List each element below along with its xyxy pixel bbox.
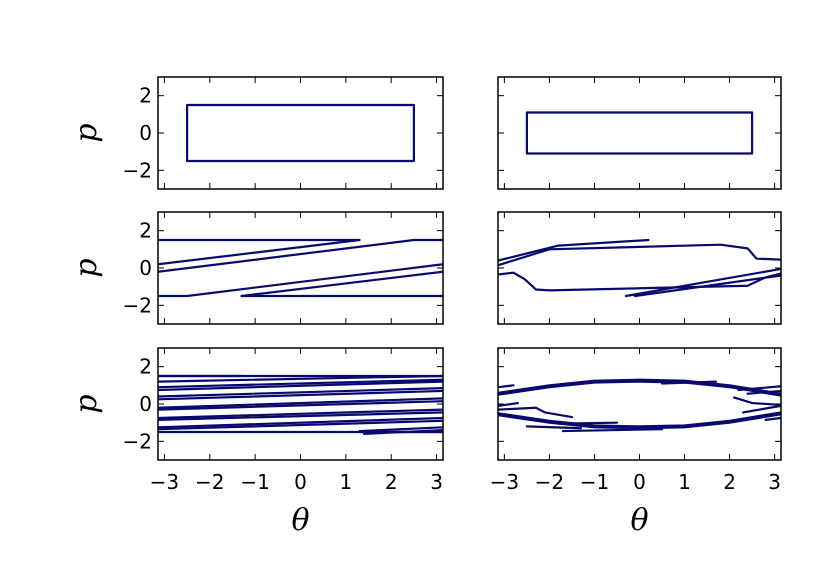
x-tick-label: 2 [723,470,736,494]
series-line-0 [186,103,415,163]
x-tick-label: −2 [195,470,224,494]
series-line-2 [158,374,443,383]
series-line-8 [732,396,781,407]
series-group [525,111,754,155]
x-tick-label: −3 [150,470,179,494]
x-axis-label: θ [291,503,309,538]
series-line-10 [737,385,781,392]
y-tick-label: 0 [139,392,152,416]
y-axis-label: p [69,258,104,277]
y-tick-label: −2 [123,158,152,182]
series-line-12 [557,421,619,425]
series-line-1 [498,380,781,397]
series-line-5 [158,387,443,398]
series-line-3 [158,263,443,298]
x-tick-label: −3 [490,470,519,494]
x-tick-label: 1 [339,470,352,494]
x-tick-label: 3 [430,470,443,494]
x-tick-label: 0 [633,470,646,494]
series-line-15 [764,416,781,421]
series-line-4 [158,380,443,392]
series-group [186,103,415,163]
series-line-0 [498,378,781,395]
series-line-8 [158,400,443,411]
y-tick-label: 2 [139,219,152,243]
y-tick-label: 2 [139,355,152,379]
y-axis-label: p [69,394,104,413]
series-line-11 [158,416,443,429]
panel-bottom-left: −2 0 2 −3 −2 −1 0 1 2 3 p θ [69,347,444,538]
series-line-3 [498,411,781,428]
panels: −2 0 2 p −2 0 2 p −2 0 2 −3 −2 −1 0 1 2 3 p θ −3 −2 −1 0 1 2 3 θ [69,76,782,538]
series-group [498,238,781,298]
panel-middle-left: −2 0 2 p [69,211,444,325]
series-group [158,374,443,435]
x-tick-label: −1 [580,470,609,494]
y-axis-label: p [69,123,104,142]
series-line-9 [741,404,781,414]
series-line-3 [624,267,781,298]
series-line-7 [158,397,443,409]
series-line-6 [498,401,519,407]
series-line-2 [498,413,781,430]
y-tick-label: −2 [123,293,152,317]
x-tick-label: 3 [768,470,781,494]
panel-top-right [497,76,782,190]
y-tick-label: −2 [123,429,152,453]
x-tick-label: 0 [294,470,307,494]
series-line-0 [498,238,650,262]
series-line-9 [158,408,443,420]
series-line-10 [158,411,443,421]
series-line-3 [158,378,443,389]
x-tick-label: −1 [240,470,269,494]
panel-middle-right [497,211,782,325]
x-tick-label: 1 [678,470,691,494]
panel-top-left: −2 0 2 p [69,76,444,190]
y-tick-label: 2 [139,84,152,108]
series-line-4 [498,384,515,389]
series-line-1 [498,243,781,267]
series-line-11 [746,389,781,395]
series-line-2 [158,238,443,273]
series-line-4 [633,274,781,298]
series-line-6 [158,389,443,401]
series-line-1 [158,238,361,266]
series-group [158,238,443,298]
series-line-4 [240,270,443,298]
series-line-12 [158,419,443,431]
series-line-5 [660,380,718,385]
y-tick-label: 0 [139,256,152,280]
series-line-14 [525,425,583,430]
series-line-13 [561,428,664,433]
series-line-16 [362,429,443,435]
x-axis-label: θ [630,503,648,538]
series-line-0 [525,111,754,155]
series-line-15 [358,426,443,433]
series-group [498,378,781,433]
x-tick-label: −2 [535,470,564,494]
panel-bottom-right: −3 −2 −1 0 1 2 3 θ [490,347,782,538]
series-line-7 [498,406,574,419]
x-tick-label: 2 [385,470,398,494]
y-tick-label: 0 [139,121,152,145]
